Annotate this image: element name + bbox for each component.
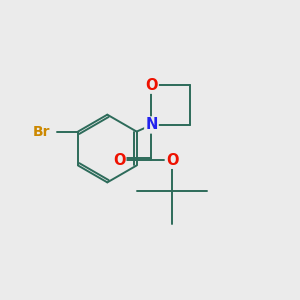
Text: O: O — [166, 153, 178, 168]
Text: N: N — [145, 118, 158, 133]
Text: O: O — [145, 78, 158, 93]
Text: O: O — [113, 153, 125, 168]
Text: Br: Br — [32, 124, 50, 139]
